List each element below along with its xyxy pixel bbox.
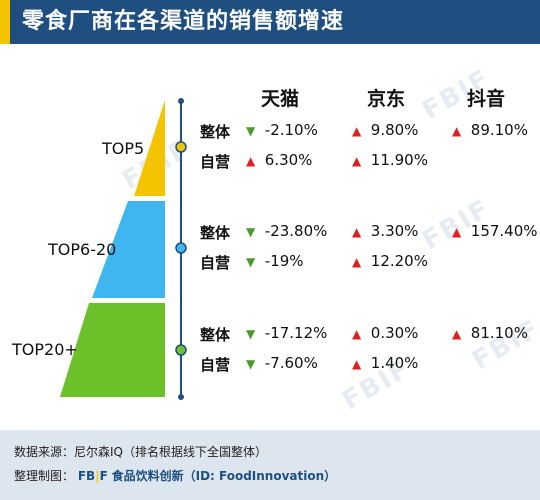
row-label: 自营 [200, 153, 231, 171]
timeline-top-dot [178, 98, 184, 104]
footer: 数据来源：尼尔森IQ（排名根据线下全国整体） 整理制图： FB|F 食品饮料创新… [0, 430, 540, 500]
triangle-down-icon: ▼ [246, 327, 256, 341]
tier-label: TOP20+ [12, 340, 78, 359]
source-label: 数据来源： [14, 445, 75, 459]
growth-value: -17.12% [264, 324, 328, 342]
pyramid-tier-top5 [134, 100, 165, 196]
triangle-up-icon: ▲ [452, 124, 462, 138]
triangle-up-icon: ▲ [452, 225, 462, 239]
growth-cell: ▲ 0.30% [352, 324, 418, 342]
credit-line: 整理制图： FB|F 食品饮料创新（ID: FoodInnovation） [14, 464, 526, 488]
triangle-up-icon: ▲ [246, 154, 256, 168]
growth-cell: ▲ 12.20% [352, 252, 428, 270]
row-label: 自营 [200, 254, 231, 272]
row-label: 整体 [200, 224, 231, 242]
triangle-down-icon: ▼ [246, 225, 256, 239]
tier-label: TOP6-20 [48, 240, 117, 259]
column-header-tmall: 天猫 [260, 88, 299, 110]
triangle-up-icon: ▲ [352, 225, 362, 239]
triangle-up-icon: ▲ [352, 357, 362, 371]
growth-value: -23.80% [264, 222, 328, 240]
growth-cell: ▲ 157.40% [452, 222, 538, 240]
growth-cell: ▲ 3.30% [352, 222, 418, 240]
growth-value: 89.10% [470, 121, 528, 139]
triangle-up-icon: ▲ [352, 255, 362, 269]
growth-cell: ▼ -2.10% [246, 121, 318, 139]
growth-value: -7.60% [264, 354, 318, 372]
triangle-up-icon: ▲ [352, 154, 362, 168]
timeline-marker [175, 141, 187, 153]
row-label: 整体 [200, 326, 231, 344]
row-label: 整体 [200, 123, 231, 141]
growth-value: 157.40% [470, 222, 538, 240]
growth-value: 12.20% [370, 252, 428, 270]
triangle-down-icon: ▼ [246, 255, 256, 269]
growth-cell: ▲ 6.30% [246, 151, 312, 169]
page-title: 零食厂商在各渠道的销售额增速 [22, 9, 345, 34]
growth-cell: ▲ 81.10% [452, 324, 528, 342]
brand-name: 食品饮料创新（ID: FoodInnovation） [111, 469, 337, 483]
growth-cell: ▲ 11.90% [352, 151, 428, 169]
triangle-up-icon: ▲ [352, 124, 362, 138]
growth-value: 6.30% [264, 151, 313, 169]
column-header-jd: 京东 [366, 88, 405, 110]
source-line: 数据来源：尼尔森IQ（排名根据线下全国整体） [14, 440, 526, 464]
brand-logo: FB|F [77, 469, 108, 483]
growth-value: 9.80% [370, 121, 419, 139]
row-label: 自营 [200, 356, 231, 374]
growth-cell: ▲ 89.10% [452, 121, 528, 139]
pyramid-tier-top20 [60, 303, 165, 397]
growth-cell: ▲ 9.80% [352, 121, 418, 139]
header-accent [0, 0, 10, 44]
growth-value: 11.90% [370, 151, 428, 169]
pyramid-graphic [60, 98, 187, 400]
triangle-up-icon: ▲ [452, 327, 462, 341]
pyramid-tier-top6-20 [92, 201, 165, 298]
growth-cell: ▼ -17.12% [246, 324, 327, 342]
timeline-marker [175, 242, 187, 254]
tier-label: TOP5 [102, 139, 145, 158]
growth-cell: ▼ -7.60% [246, 354, 318, 372]
triangle-down-icon: ▼ [246, 357, 256, 371]
growth-value: -2.10% [264, 121, 318, 139]
triangle-down-icon: ▼ [246, 124, 256, 138]
timeline-bottom-dot [178, 394, 184, 400]
growth-cell: ▼ -23.80% [246, 222, 327, 240]
triangle-up-icon: ▲ [352, 327, 362, 341]
growth-value: 81.10% [470, 324, 528, 342]
timeline-marker [175, 344, 187, 356]
growth-value: 3.30% [370, 222, 419, 240]
growth-value: 1.40% [370, 354, 419, 372]
source-value: 尼尔森IQ（排名根据线下全国整体） [74, 445, 268, 459]
credit-label: 整理制图： [14, 469, 75, 483]
header-bar: 零食厂商在各渠道的销售额增速 [0, 0, 540, 44]
growth-cell: ▼ -19% [246, 252, 304, 270]
growth-value: -19% [264, 252, 304, 270]
growth-cell: ▲ 1.40% [352, 354, 418, 372]
growth-value: 0.30% [370, 324, 419, 342]
column-header-douyin: 抖音 [466, 88, 505, 110]
